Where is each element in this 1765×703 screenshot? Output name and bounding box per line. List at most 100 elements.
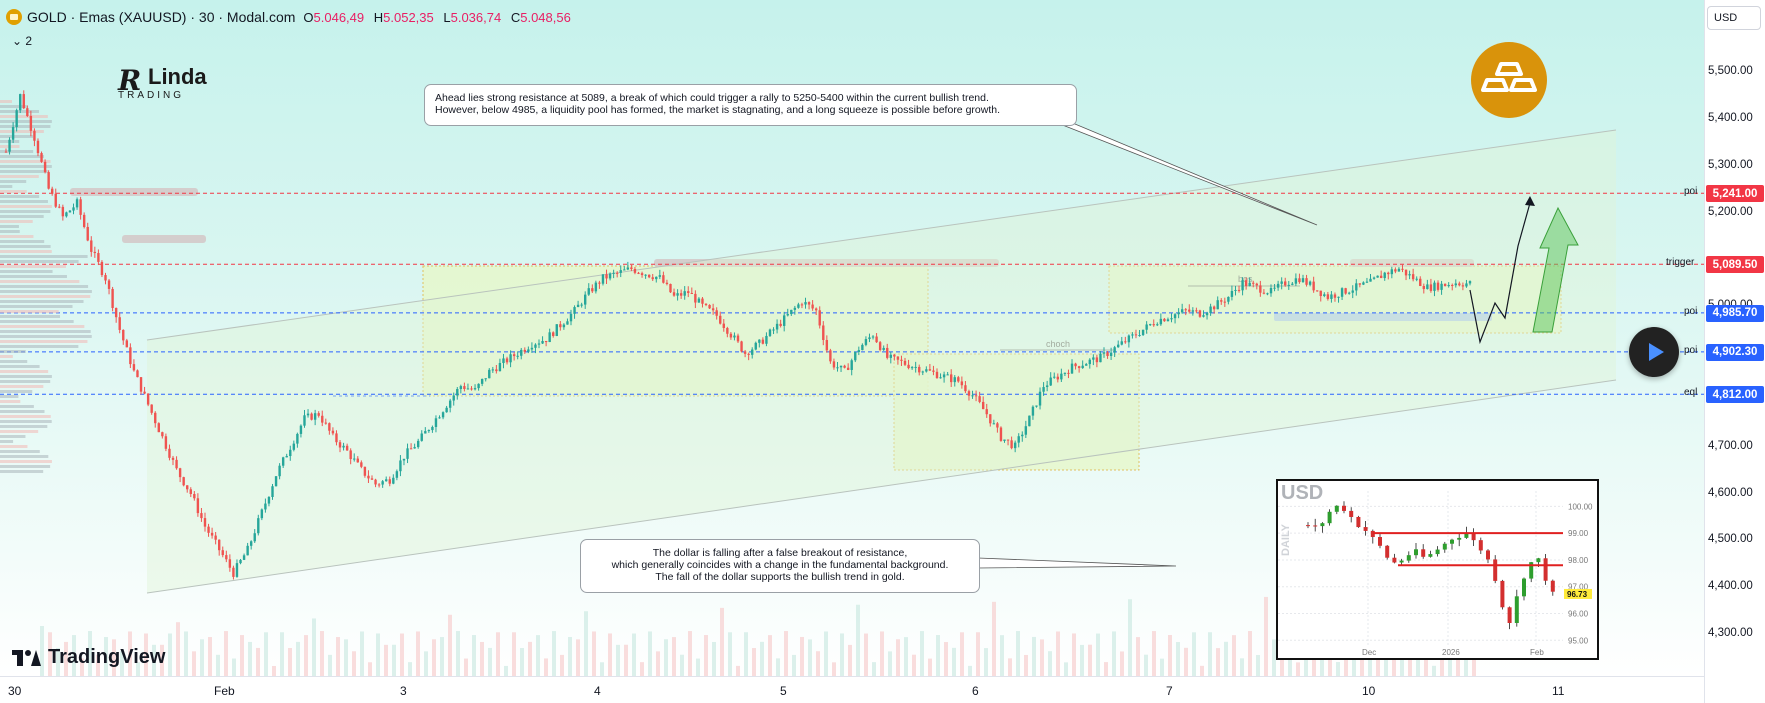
volume-bar [1312, 644, 1316, 676]
callout-bottom-line-3: The fall of the dollar supports the bull… [655, 571, 905, 583]
volume-profile-bar [0, 250, 52, 253]
volume-bar [1280, 651, 1284, 676]
candle-body [893, 354, 896, 357]
candle-body [527, 349, 530, 352]
candle-body [8, 139, 11, 152]
inset-price-tick: 97.00 [1568, 583, 1589, 592]
indicator-toggle[interactable]: ⌄ 2 [12, 34, 33, 48]
time-tick-label: 30 [8, 684, 22, 698]
time-axis[interactable] [0, 676, 1704, 703]
volume-bar [424, 651, 428, 676]
candle-body [168, 448, 171, 458]
inset-title: USD [1281, 482, 1324, 504]
candle-body [75, 199, 79, 208]
candle-body [303, 415, 306, 426]
volume-bar [672, 637, 676, 676]
volume-bar [1080, 644, 1084, 676]
volume-bar [1448, 648, 1452, 676]
volume-bar [768, 635, 772, 676]
inset-candle-body [1414, 549, 1418, 556]
time-tick-label: 3 [400, 684, 407, 698]
volume-bar [56, 647, 60, 676]
chart-pane[interactable]: bos choch GOLD · Emas (XAUUSD) · 30 · Mod… [0, 0, 1704, 676]
projection-arrowhead [1525, 196, 1535, 206]
candle-body [1337, 296, 1340, 298]
symbol-title[interactable]: GOLD · Emas (XAUUSD) · 30 · Modal.com [27, 9, 296, 25]
volume-bar [800, 636, 804, 676]
candle-body [1365, 281, 1369, 283]
volume-bar [872, 662, 876, 676]
level-price-badge: 5,089.50 [1706, 256, 1764, 274]
inset-candle-body [1421, 549, 1426, 557]
volume-bar [1224, 641, 1228, 676]
volume-bar [1472, 658, 1476, 676]
candle-body [832, 361, 836, 368]
candle-body [335, 433, 338, 443]
logo-name: Linda [148, 64, 207, 89]
volume-bar [752, 648, 756, 676]
volume-profile-bar [0, 290, 92, 293]
candle-body [701, 298, 704, 304]
candle-body [235, 563, 239, 577]
candle-body [516, 355, 519, 357]
candle-body [896, 356, 900, 360]
tradingview-brand[interactable]: TradingView [12, 646, 165, 669]
candle-body [1252, 282, 1255, 284]
candle-body [484, 378, 487, 380]
candle-body [313, 413, 317, 420]
volume-bar [584, 611, 588, 676]
candle-body [1433, 282, 1436, 291]
volume-bar [736, 665, 740, 676]
inset-candle-body [1457, 537, 1462, 540]
volume-bar [248, 641, 252, 676]
candle-body [434, 418, 438, 427]
candle-body [566, 321, 569, 325]
candle-body [232, 567, 235, 577]
candle-body [1035, 405, 1038, 407]
candle-body [1223, 301, 1227, 303]
volume-profile-bar [0, 215, 44, 218]
inset-price-tick: 99.00 [1568, 529, 1589, 538]
volume-profile-bar [0, 470, 44, 473]
candle-body [1148, 324, 1152, 326]
candle-body [950, 374, 953, 383]
volume-bar [192, 651, 196, 676]
volume-bar [144, 633, 148, 676]
candle-body [1170, 318, 1173, 320]
volume-profile-bar [0, 355, 13, 358]
volume-bar [552, 631, 556, 676]
dollar-callout: The dollar is falling after a false brea… [580, 539, 980, 593]
volume-profile-bar [0, 370, 49, 373]
inset-candle-body [1428, 554, 1433, 557]
currency-button[interactable]: USD [1707, 6, 1761, 30]
candle-body [1276, 283, 1280, 288]
main-chart-svg[interactable]: bos choch [0, 0, 1704, 676]
candle-body [1195, 310, 1198, 312]
volume-bar [1128, 599, 1132, 676]
candle-body [1209, 306, 1212, 313]
candle-body [612, 272, 615, 274]
candle-body [377, 484, 381, 486]
candle-body [520, 349, 523, 356]
candle-body [196, 498, 200, 514]
volume-profile-bar [0, 220, 33, 223]
volume-profile-bar [0, 245, 51, 248]
candle-body [356, 458, 359, 463]
volume-profile-bar [0, 240, 45, 243]
candle-body [1095, 357, 1099, 363]
candle-body [1216, 300, 1219, 310]
candle-body [552, 332, 555, 336]
liquidity-marker [122, 235, 206, 243]
time-tick-label: Feb [214, 684, 235, 698]
play-button[interactable] [1629, 327, 1679, 377]
candle-body [562, 324, 566, 328]
candle-body [267, 496, 271, 504]
volume-bar [168, 633, 172, 676]
volume-bar [864, 633, 868, 676]
inset-candle-body [1435, 549, 1440, 555]
candle-body [29, 115, 33, 131]
volume-profile-bar [0, 270, 53, 273]
volume-bar [904, 637, 908, 676]
candle-body [1429, 284, 1433, 291]
candle-body [1234, 289, 1237, 291]
